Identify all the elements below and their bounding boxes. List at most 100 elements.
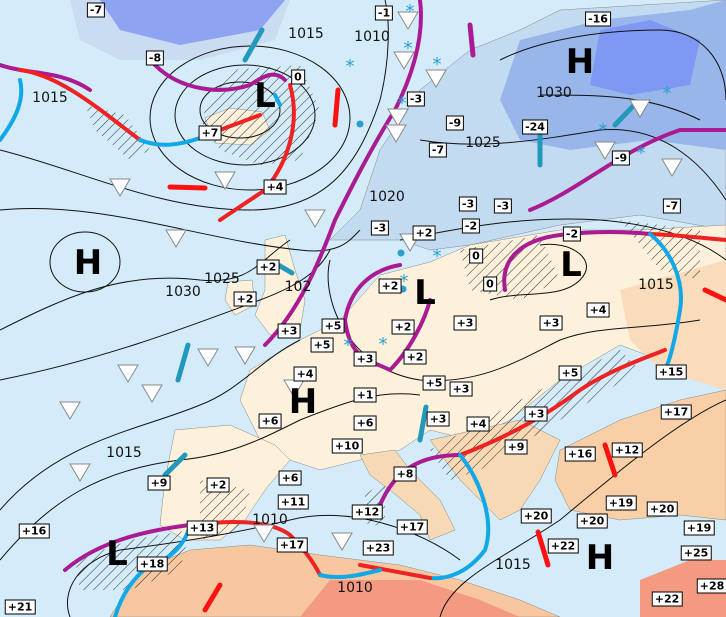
temperature-label: -2 — [562, 226, 582, 242]
air-flow-arrows — [162, 22, 726, 613]
temperature-label: +17 — [396, 519, 428, 535]
snow-icon: * — [663, 83, 672, 104]
snow-icon: * — [379, 334, 388, 355]
temperature-label: +6 — [278, 470, 302, 486]
shower-icon — [594, 141, 616, 160]
warm-air-arrow — [202, 582, 223, 613]
temperature-label: +2 — [256, 259, 280, 275]
temperature-label: +16 — [564, 446, 596, 462]
temperature-label: +13 — [186, 520, 218, 536]
temperature-label: -9 — [611, 150, 631, 166]
isobar-label: 1015 — [495, 557, 531, 573]
temperature-label: -8 — [145, 50, 165, 66]
high-pressure-center: H — [565, 42, 595, 82]
shower-icon — [629, 99, 651, 118]
temperature-label: +5 — [422, 375, 446, 391]
isobar-label: 1015 — [288, 26, 324, 42]
temperature-label: +5 — [558, 365, 582, 381]
shower-icon — [117, 364, 139, 383]
warm-front — [648, 232, 726, 242]
temperature-label: -2 — [461, 218, 481, 234]
cold-air-arrow — [242, 27, 265, 63]
temperature-label: +3 — [426, 411, 450, 427]
warm-air-arrow — [535, 529, 551, 568]
temperature-label: +2 — [403, 349, 427, 365]
temperature-label: +6 — [258, 413, 282, 429]
temperature-label: +21 — [4, 599, 36, 615]
temperature-label: +9 — [504, 439, 528, 455]
snow-icon: * — [433, 246, 442, 267]
shower-icon — [397, 11, 419, 30]
temperature-label: +22 — [547, 538, 579, 554]
temperature-label: +4 — [586, 302, 610, 318]
temperature-label: +6 — [353, 415, 377, 431]
ukraine-warm — [620, 260, 726, 390]
temperature-label: 0 — [469, 248, 483, 264]
temperature-label: +3 — [277, 323, 301, 339]
temperature-label: -3 — [406, 91, 426, 107]
temperature-label: +17 — [276, 537, 308, 553]
temperature-label: +4 — [293, 366, 317, 382]
high-pressure-center: H — [73, 243, 103, 283]
weather-symbols: * * * * * * * * * * * * — [59, 1, 683, 551]
warm-air-arrow — [167, 184, 208, 191]
occluded-front — [502, 229, 652, 292]
temperature-label: -3 — [493, 198, 513, 214]
temperature-label: +23 — [362, 540, 394, 556]
temperature-label: +17 — [660, 404, 692, 420]
temperature-label: +3 — [453, 315, 477, 331]
temperature-label: +19 — [683, 520, 715, 536]
isobar-label: 1010 — [252, 512, 288, 528]
shower-icon — [197, 348, 219, 367]
isobar-label: 102 — [284, 279, 312, 295]
isobar-label: 1025 — [204, 271, 240, 287]
temperature-label: +7 — [198, 125, 222, 141]
temperature-label: +16 — [18, 523, 50, 539]
temperature-label: +25 — [680, 545, 712, 561]
temperature-label: -3 — [458, 196, 478, 212]
snow-icon: * — [400, 271, 409, 292]
cold-air-arrow — [417, 404, 429, 443]
occluded-front — [63, 523, 192, 572]
temperature-label: +12 — [351, 504, 383, 520]
shower-icon — [141, 384, 163, 403]
temperature-label: +8 — [393, 466, 417, 482]
temperature-label: -24 — [522, 119, 548, 135]
shower-icon — [393, 51, 415, 70]
occluded-front — [263, 0, 423, 347]
temperature-label: +20 — [646, 501, 678, 517]
temperature-label: +2 — [378, 278, 402, 294]
greenland-cold — [100, 0, 285, 45]
isobar-label: 1010 — [354, 29, 390, 45]
warm-front — [458, 348, 667, 457]
isobar-label: 1025 — [465, 135, 501, 151]
temperature-label: +20 — [520, 508, 552, 524]
temperature-label: +22 — [651, 591, 683, 607]
shower-icon — [69, 463, 91, 482]
isobar-label: 1015 — [32, 90, 68, 106]
very-cold-region — [590, 20, 700, 95]
shower-icon — [385, 124, 407, 143]
warm-air-arrow — [602, 442, 618, 478]
temperature-label: -3 — [370, 220, 390, 236]
shower-icon — [109, 178, 131, 197]
snow-icon: * — [433, 54, 442, 75]
isobar-label: 1030 — [536, 85, 572, 101]
temperature-label: -1 — [374, 5, 394, 21]
warm-front — [188, 520, 432, 580]
occluded-front — [0, 63, 287, 92]
high-pressure-center: H — [585, 538, 615, 578]
shower-icon — [661, 158, 683, 177]
hot-region — [300, 580, 520, 617]
continental-europe — [239, 224, 726, 471]
temperature-label: -7 — [662, 198, 682, 214]
temperature-label: +5 — [321, 318, 345, 334]
shower-icon — [59, 401, 81, 420]
cold-air-arrow — [175, 342, 191, 383]
temperature-label: +2 — [391, 319, 415, 335]
shower-icon — [165, 229, 187, 248]
temperature-label: +3 — [524, 406, 548, 422]
